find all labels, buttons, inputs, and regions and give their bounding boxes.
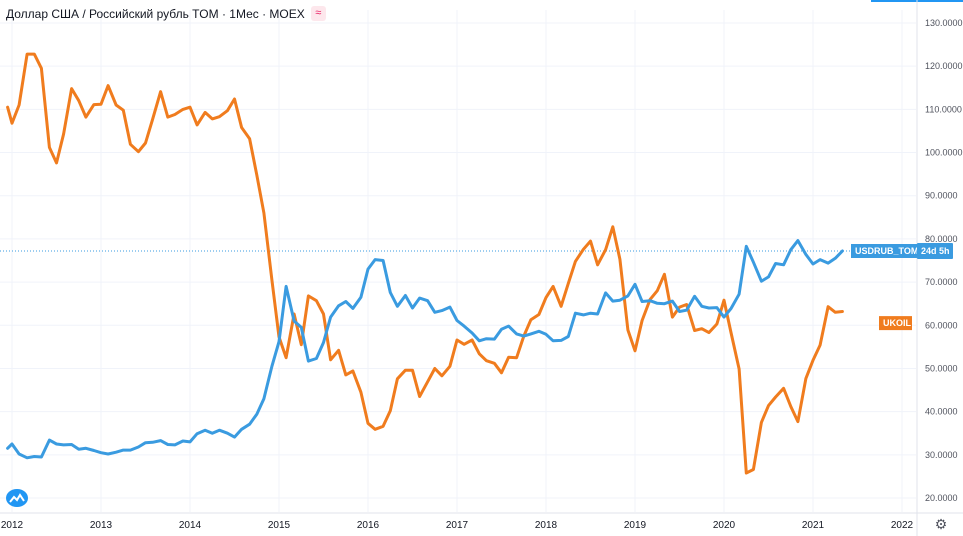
chart-title[interactable]: Доллар США / Российский рубль TOM · 1Мес…: [6, 6, 305, 21]
usd-badge-text: 24d 5h: [921, 246, 950, 256]
x-tick-label: 2015: [268, 520, 291, 531]
y-tick-label: 110.0000: [925, 104, 962, 114]
y-tick-label: 80.0000: [925, 234, 958, 244]
x-tick-label: 2021: [802, 520, 825, 531]
y-axis: 20.0000 30.0000 40.0000 50.0000 60.0000 70.00…: [925, 18, 963, 503]
x-tick-label: 2022: [891, 520, 914, 531]
x-tick-label: 2016: [357, 520, 380, 531]
y-tick-label: 40.0000: [925, 407, 958, 417]
usd-label-tag: [851, 244, 917, 258]
x-tick-label: 2017: [446, 520, 469, 531]
y-tick-label: 20.0000: [925, 493, 958, 503]
y-tick-label: 70.0000: [925, 277, 958, 287]
x-tick-label: 2020: [713, 520, 736, 531]
series-layer: [6, 52, 844, 475]
x-tick-label: 2018: [535, 520, 558, 531]
y-tick-label: 60.0000: [925, 320, 958, 330]
y-tick-label: 30.0000: [925, 450, 958, 460]
series-line-ukoil: [6, 52, 844, 475]
y-tick-label: 50.0000: [925, 363, 958, 373]
chart-header: Доллар США / Российский рубль TOM · 1Мес…: [6, 6, 326, 21]
ukoil-label-tag: [879, 316, 912, 331]
y-tick-label: 130.0000: [925, 18, 963, 28]
x-axis: 2012 2013 2014 2015 2016 2017 2018 2019 2020 2021…: [1, 520, 914, 531]
compare-icon[interactable]: ≈: [310, 6, 326, 21]
settings-gear-icon[interactable]: ⚙: [934, 516, 948, 532]
x-tick-label: 2012: [1, 520, 24, 531]
y-tick-label: 120.0000: [925, 61, 963, 71]
price-tags: USDRUB_TOM 24d 5h UKOIL: [851, 243, 953, 331]
ukoil-label-text: UKOIL: [883, 318, 912, 328]
usd-label-text: USDRUB_TOM: [855, 246, 918, 256]
series-line-usdrub_tom: [6, 239, 844, 460]
x-tick-label: 2014: [179, 520, 202, 531]
y-tick-label: 100.0000: [925, 148, 963, 158]
y-tick-label: 90.0000: [925, 191, 958, 201]
x-tick-label: 2013: [90, 520, 113, 531]
tradingview-logo-icon[interactable]: [6, 489, 28, 507]
x-tick-label: 2019: [624, 520, 647, 531]
usd-time-badge: [917, 243, 953, 259]
